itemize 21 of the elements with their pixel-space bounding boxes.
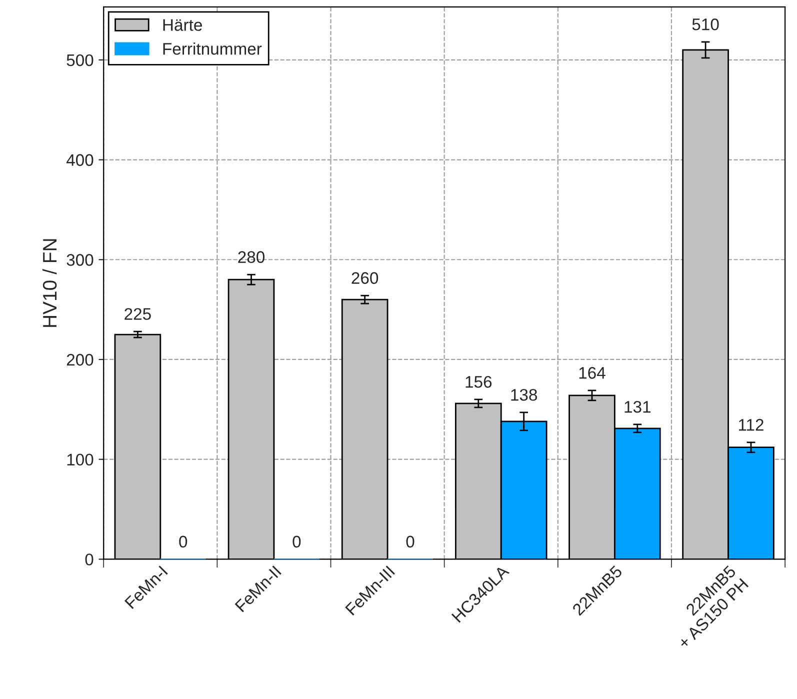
data-label: 280	[238, 251, 265, 263]
y-tick-label: 0	[85, 554, 94, 566]
y-tick-label: 100	[67, 454, 94, 466]
y-tick-label: 200	[66, 354, 94, 366]
y-tick-label: 400	[66, 154, 94, 166]
data-label: 131	[624, 400, 650, 413]
data-label: 112	[738, 418, 764, 431]
y-tick-label: 300	[66, 254, 94, 266]
data-label: 225	[124, 308, 151, 320]
data-label: 510	[692, 18, 719, 30]
y-axis-title: HV10 / FN	[42, 239, 57, 327]
data-label: 156	[466, 376, 492, 388]
y-tick-label: 500	[66, 54, 94, 66]
data-label: 260	[352, 272, 378, 284]
legend-label: Härte	[163, 19, 202, 31]
data-label: 0	[406, 536, 414, 548]
data-label: 0	[292, 536, 301, 548]
data-label: 164	[579, 367, 606, 379]
legend-label: Ferritnummer	[163, 42, 262, 55]
data-label: 0	[179, 536, 188, 548]
data-label: 138	[511, 388, 538, 401]
